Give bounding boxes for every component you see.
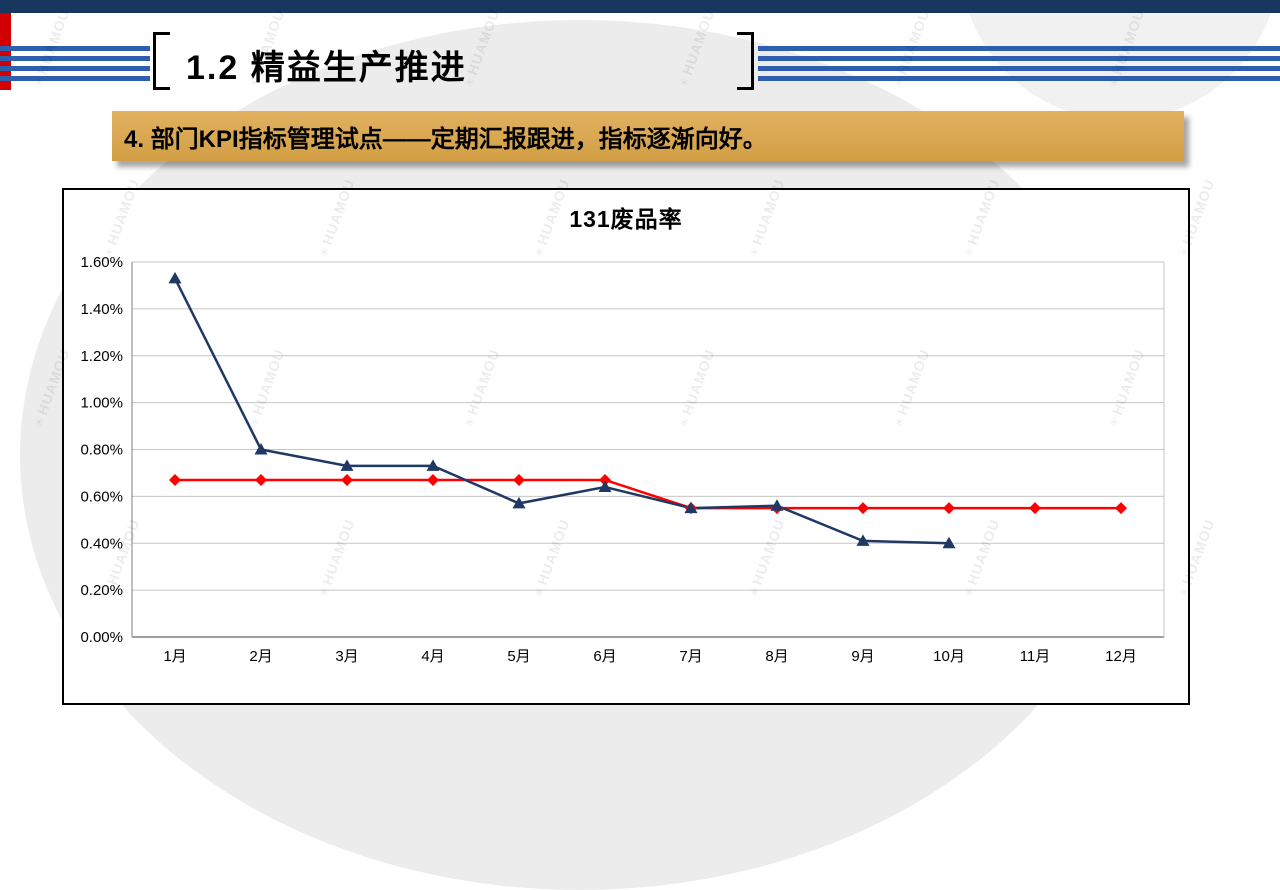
triangle-marker-actual <box>340 459 354 471</box>
stripe <box>0 46 150 51</box>
stripe <box>758 66 1280 71</box>
red-accent-bar <box>0 13 11 90</box>
triangle-marker-actual <box>770 499 784 511</box>
diamond-marker-target <box>427 473 439 486</box>
y-tick-label: 0.20% <box>80 582 123 599</box>
triangle-marker-actual <box>856 534 870 546</box>
stripe <box>0 66 150 71</box>
diamond-marker-target <box>255 473 267 486</box>
title-bracket-right <box>737 32 754 90</box>
kpi-banner-text: 4. 部门KPI指标管理试点——定期汇报跟进，指标逐渐向好。 <box>124 125 767 153</box>
title-bracket-left <box>153 32 170 90</box>
x-tick-label: 1月 <box>163 648 186 665</box>
scrap-rate-line-chart: 0.00% 0.20% 0.40% 0.60% 0.80% 1.00% 1.20% 1.40%… <box>80 254 1165 665</box>
kpi-banner: 4. 部门KPI指标管理试点——定期汇报跟进，指标逐渐向好。 <box>112 111 1184 161</box>
diamond-marker-target <box>943 502 955 515</box>
stripe <box>758 46 1280 51</box>
x-tick-label: 12月 <box>1105 648 1137 665</box>
x-tick-label: 6月 <box>593 648 616 665</box>
y-tick-label: 1.40% <box>80 301 123 318</box>
x-tick-label: 3月 <box>335 648 358 665</box>
header-stripes-right <box>758 46 1280 81</box>
x-tick-label: 11月 <box>1020 648 1051 665</box>
diamond-marker-target <box>857 502 869 515</box>
diamond-marker-target <box>599 473 611 486</box>
y-tick-label: 0.60% <box>80 488 123 505</box>
y-tick-label: 0.80% <box>80 442 123 459</box>
diamond-marker-target <box>1115 502 1127 515</box>
y-tick-label: 1.00% <box>80 395 123 412</box>
chart-title: 131废品率 <box>569 206 683 232</box>
series-line-target <box>175 478 1121 510</box>
x-tick-label: 7月 <box>679 648 702 665</box>
triangle-marker-actual <box>512 496 526 509</box>
stripe <box>758 76 1280 81</box>
diamond-marker-target <box>169 473 181 486</box>
x-tick-label: 5月 <box>507 648 530 665</box>
triangle-marker-actual <box>942 536 956 549</box>
stripe <box>0 76 150 81</box>
y-tick-label: 0.00% <box>80 629 123 646</box>
triangle-marker-actual <box>684 501 698 514</box>
x-tick-label: 2月 <box>249 648 272 665</box>
header-stripes-left <box>0 46 150 81</box>
y-tick-label: 1.60% <box>80 254 123 271</box>
diamond-marker-target <box>513 473 525 486</box>
triangle-marker-actual <box>168 271 182 284</box>
y-tick-label: 0.40% <box>80 535 123 552</box>
triangle-marker-actual <box>254 443 268 455</box>
x-tick-label: 4月 <box>421 648 444 665</box>
series-line-actual <box>173 277 950 545</box>
y-tick-label: 1.20% <box>80 348 123 365</box>
top-navy-bar <box>0 0 1280 13</box>
page-title: 1.2 精益生产推进 <box>186 49 467 87</box>
x-tick-label: 9月 <box>851 648 874 665</box>
triangle-marker-actual <box>426 459 440 471</box>
triangle-marker-actual <box>598 480 612 492</box>
chart-container: 131废品率 0.00% 0.20% 0.40% 0.60% 0.80% 1.00% 1.2… <box>62 188 1190 705</box>
x-tick-label: 10月 <box>933 648 965 665</box>
diamond-marker-target <box>1029 502 1041 515</box>
x-tick-label: 8月 <box>765 648 788 665</box>
stripe <box>0 56 150 61</box>
stripe <box>758 56 1280 61</box>
diamond-marker-target <box>341 473 353 486</box>
